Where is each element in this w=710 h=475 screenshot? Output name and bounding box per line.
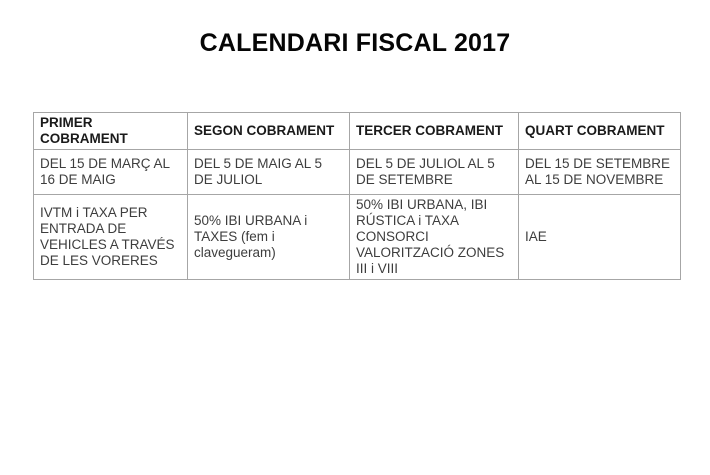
header-cell-tercer: TERCER COBRAMENT	[349, 112, 519, 150]
page-title: CALENDARI FISCAL 2017	[199, 29, 511, 57]
header-cell-segon: SEGON COBRAMENT	[187, 112, 350, 150]
period-cell-primer: DEL 15 DE MARÇ AL 16 DE MAIG	[33, 149, 188, 195]
taxes-cell-segon: 50% IBI URBANA i TAXES (fem i claveguera…	[187, 194, 350, 280]
taxes-cell-tercer: 50% IBI URBANA, IBI RÚSTICA i TAXA CONSO…	[349, 194, 519, 280]
fiscal-calendar-table: PRIMER COBRAMENT SEGON COBRAMENT TERCER …	[33, 112, 681, 280]
header-cell-quart: QUART COBRAMENT	[518, 112, 681, 150]
table-row-periods: DEL 15 DE MARÇ AL 16 DE MAIG DEL 5 DE MA…	[33, 149, 681, 195]
header-cell-primer: PRIMER COBRAMENT	[33, 112, 188, 150]
taxes-cell-primer: IVTM i TAXA PER ENTRADA DE VEHICLES A TR…	[33, 194, 188, 280]
table-header-row: PRIMER COBRAMENT SEGON COBRAMENT TERCER …	[33, 112, 681, 150]
period-cell-segon: DEL 5 DE MAIG AL 5 DE JULIOL	[187, 149, 350, 195]
taxes-cell-quart: IAE	[518, 194, 681, 280]
period-cell-quart: DEL 15 DE SETEMBRE AL 15 DE NOVEMBRE	[518, 149, 681, 195]
period-cell-tercer: DEL 5 DE JULIOL AL 5 DE SETEMBRE	[349, 149, 519, 195]
table-row-taxes: IVTM i TAXA PER ENTRADA DE VEHICLES A TR…	[33, 194, 681, 280]
